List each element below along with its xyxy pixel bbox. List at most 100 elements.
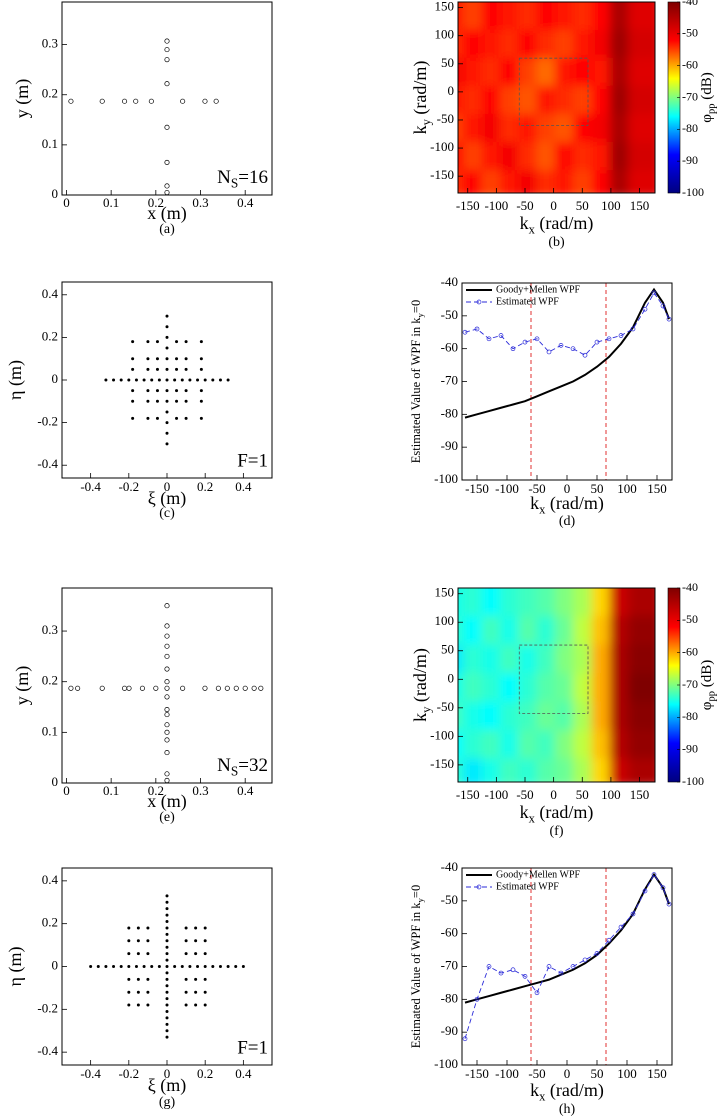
point (194, 1003, 198, 1007)
plot-area (458, 2, 655, 193)
point (180, 98, 186, 104)
point (155, 340, 159, 344)
plot-area (458, 588, 655, 782)
series-marker (498, 333, 504, 338)
point (175, 416, 179, 420)
series-marker (510, 967, 516, 973)
x-axis-label: x (m) (147, 791, 187, 812)
x-tick-label: 100 (617, 1066, 637, 1081)
y-tick-label: 0.4 (42, 872, 59, 887)
x-tick-label: 0.1 (103, 783, 119, 798)
x-tick-label: 0.3 (192, 783, 208, 798)
point (146, 399, 150, 403)
x-tick-label: -150 (456, 198, 480, 213)
point (165, 920, 169, 924)
series-marker (474, 326, 480, 332)
point (165, 907, 169, 911)
x-tick-label: -100 (495, 481, 519, 496)
x-tick-label: -100 (484, 787, 508, 802)
legend-label: Goody+Mellen WPF (496, 284, 581, 295)
x-tick-label: 50 (576, 787, 589, 802)
point (194, 939, 198, 943)
y-tick-label: -60 (441, 340, 458, 355)
point (142, 378, 146, 382)
y-tick-label: 0 (52, 371, 59, 386)
point (146, 1003, 150, 1007)
point (122, 685, 128, 691)
y-tick-label: 0.3 (42, 622, 58, 637)
point (173, 965, 177, 968)
x-tick-label: 50 (576, 198, 589, 213)
point (203, 378, 207, 382)
legend-marker (476, 299, 482, 305)
x-axis-label-part: k (520, 213, 529, 233)
x-axis-label-part: (rad/m) (539, 802, 593, 823)
series-marker (534, 336, 540, 342)
x-axis-label-part: k (520, 802, 529, 822)
point (127, 990, 131, 994)
point (165, 346, 169, 350)
panel-caption: (g) (159, 1095, 176, 1110)
point (131, 416, 135, 420)
x-axis-label-part: k (530, 1080, 539, 1100)
annotation-part: S (231, 176, 238, 191)
point (184, 990, 188, 994)
x-tick-label: -0.2 (119, 1066, 140, 1081)
y-tick-label: 100 (435, 613, 455, 628)
y-axis-label-part: y (415, 312, 425, 317)
series-marker (606, 937, 612, 943)
point (203, 926, 207, 930)
x-tick-label: 0 (63, 783, 70, 798)
point (184, 926, 188, 930)
point (164, 694, 170, 700)
y-tick-label: -100 (434, 1056, 458, 1071)
y-tick-label: 0 (52, 957, 59, 972)
x-axis-label: ξ (m) (148, 488, 187, 509)
point (199, 367, 203, 371)
point (131, 340, 135, 344)
series-marker (486, 336, 492, 342)
y-tick-label: -150 (430, 167, 454, 182)
point (164, 81, 170, 87)
point (164, 750, 170, 756)
series-marker (498, 970, 504, 976)
colorbar-tick-label: -90 (682, 153, 698, 167)
y-axis-label: y (m) (12, 79, 33, 119)
point (203, 1003, 207, 1007)
point (251, 685, 257, 691)
point (68, 685, 74, 691)
point (136, 926, 140, 930)
x-tick-label: 0.2 (148, 783, 164, 798)
point (146, 926, 150, 930)
series-marker (570, 346, 576, 352)
plot-area (104, 314, 230, 446)
axes-frame (61, 587, 273, 784)
point (211, 378, 215, 382)
x-tick-label: -0.4 (80, 479, 101, 494)
x-tick-label: 0 (63, 195, 70, 210)
annotation-part: N (217, 167, 231, 188)
y-tick-label: -50 (437, 699, 454, 714)
y-tick-label: 0.2 (42, 328, 58, 343)
y-tick-label: 0.3 (42, 36, 58, 51)
y-tick-label: -50 (437, 111, 454, 126)
point (150, 965, 154, 968)
point (165, 1035, 169, 1039)
point (165, 357, 169, 361)
y-axis-label-part: Estimated Value of WPF in k (409, 902, 423, 1048)
point (175, 367, 179, 371)
point (226, 378, 230, 382)
y-tick-label: -80 (441, 990, 458, 1005)
point (165, 1009, 169, 1013)
series-marker (666, 316, 672, 322)
x-tick-label: 0.2 (197, 1066, 213, 1081)
point (173, 378, 177, 382)
point (164, 722, 170, 728)
point (131, 399, 135, 403)
point (164, 777, 170, 783)
point (131, 367, 135, 371)
x-tick-label: 0 (164, 1066, 171, 1081)
point (165, 367, 169, 371)
